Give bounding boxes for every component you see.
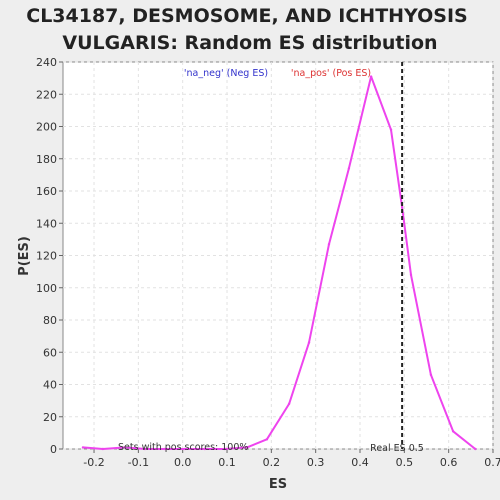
x-tick-label: 0.0 — [174, 456, 192, 469]
grid — [63, 61, 494, 450]
x-tick-label: -0.1 — [128, 456, 149, 469]
y-tick-label: 180 — [36, 153, 57, 166]
data-point — [81, 446, 85, 449]
chart-title-line-1: CL34187, DESMOSOME, AND ICHTHYOSIS — [26, 5, 467, 27]
y-tick-label: 60 — [43, 346, 57, 359]
x-tick-label: 0.6 — [440, 456, 458, 469]
data-point — [245, 446, 249, 449]
legend-pos-label: 'na_pos' (Pos ES) — [291, 68, 371, 79]
series-layer — [81, 75, 477, 451]
legend-neg-label: 'na_neg' (Neg ES) — [184, 68, 268, 79]
data-point — [400, 205, 404, 209]
x-tick-label: 0.4 — [351, 456, 369, 469]
x-tick-label: 0.3 — [307, 456, 325, 469]
data-point — [223, 447, 227, 451]
x-axis-ticks: -0.2 -0.1 0.0 0.1 0.2 0.3 0.4 0.5 0.6 0.7 — [83, 449, 500, 469]
data-point — [287, 402, 291, 406]
y-tick-label: 120 — [36, 250, 57, 263]
data-point — [163, 447, 167, 451]
data-point — [203, 447, 207, 451]
real-es-label: Real ES 0.5 — [370, 443, 424, 454]
data-point — [307, 341, 311, 344]
y-tick-label: 140 — [36, 217, 57, 230]
data-point — [101, 447, 105, 451]
y-tick-label: 100 — [36, 282, 57, 295]
y-tick-label: 160 — [36, 185, 57, 198]
data-point — [429, 373, 433, 377]
y-tick-label: 80 — [43, 314, 57, 327]
pos-scores-annotation: Sets with pos scores: 100% — [118, 442, 248, 453]
x-tick-label: 0.1 — [218, 456, 236, 469]
y-tick-label: 20 — [43, 411, 57, 424]
x-tick-label: 0.7 — [484, 456, 500, 469]
y-axis-label: P(ES) — [17, 236, 32, 276]
x-tick-label: 0.2 — [263, 456, 281, 469]
data-point — [409, 273, 413, 277]
data-point — [327, 243, 331, 246]
data-point — [183, 447, 187, 451]
x-tick-label: 0.5 — [396, 456, 414, 469]
data-point — [123, 446, 127, 449]
data-point — [389, 128, 393, 131]
plot-area — [62, 61, 494, 450]
data-point — [451, 430, 455, 433]
data-point — [265, 438, 269, 441]
data-point — [347, 167, 351, 170]
chart-title-line-2: VULGARIS: Random ES distribution — [62, 32, 437, 54]
x-axis-label: ES — [269, 477, 287, 492]
y-tick-label: 40 — [43, 379, 57, 392]
data-point — [369, 75, 373, 78]
y-axis-ticks: 0 20 40 60 80 100 120 140 160 180 200 220 240 — [36, 56, 63, 456]
y-tick-label: 200 — [36, 121, 57, 134]
data-point — [143, 447, 147, 451]
data-point — [474, 447, 477, 451]
y-tick-label: 0 — [50, 443, 57, 456]
y-tick-label: 240 — [36, 56, 57, 69]
y-tick-label: 220 — [36, 88, 57, 101]
x-tick-label: -0.2 — [83, 456, 104, 469]
